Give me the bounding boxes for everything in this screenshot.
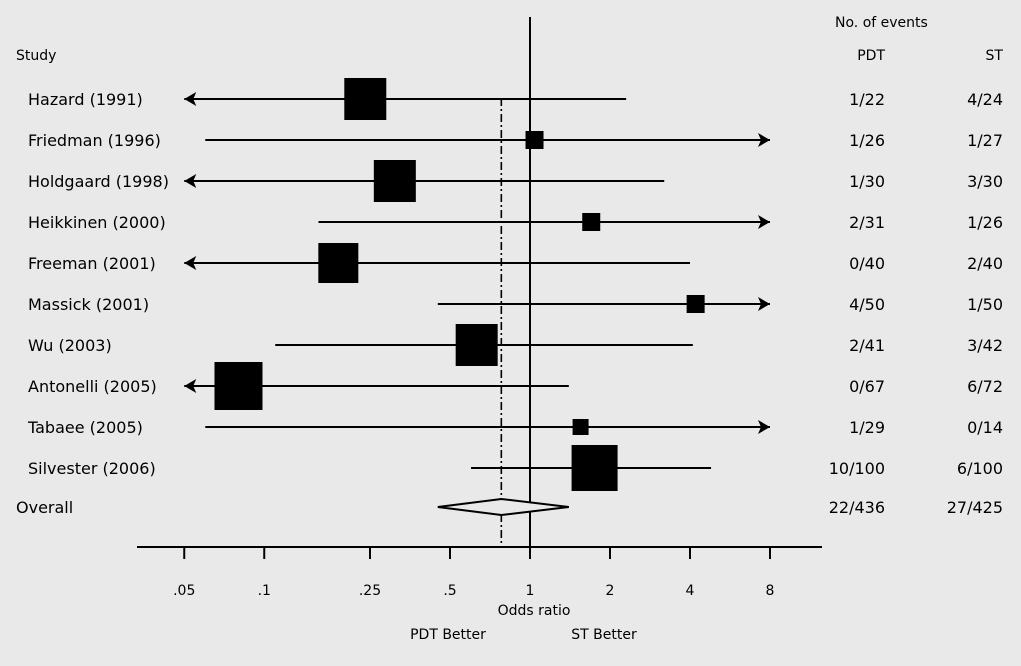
point-estimate bbox=[571, 445, 618, 491]
x-axis: .05 .1 .25 .5 1 2 4 8 bbox=[137, 546, 822, 599]
pdt-events: 4/50 bbox=[849, 295, 885, 314]
study-name: Holdgaard (1998) bbox=[28, 172, 169, 191]
study-name: Friedman (1996) bbox=[28, 131, 161, 150]
study-row: Silvester (2006) 10/100 6/100 bbox=[28, 445, 1003, 491]
x-tick-label: .25 bbox=[359, 583, 381, 599]
st-column-header: ST bbox=[986, 48, 1004, 64]
study-name: Wu (2003) bbox=[28, 336, 112, 355]
ci-right-arrow bbox=[758, 297, 770, 311]
pdt-events: 1/30 bbox=[849, 172, 885, 191]
overall-st-events: 27/425 bbox=[947, 498, 1003, 517]
point-estimate bbox=[572, 419, 589, 435]
ci-left-arrow bbox=[184, 92, 197, 106]
ci-left-arrow bbox=[184, 256, 197, 270]
point-estimate bbox=[318, 243, 359, 283]
study-row: Hazard (1991) 1/22 4/24 bbox=[28, 78, 1003, 120]
st-events: 2/40 bbox=[967, 254, 1003, 273]
x-tick-label: 8 bbox=[766, 583, 775, 599]
point-estimate bbox=[214, 362, 263, 410]
ci-right-arrow bbox=[758, 215, 770, 229]
ci-right-arrow bbox=[758, 420, 770, 434]
st-events: 1/26 bbox=[967, 213, 1003, 232]
x-tick-label: .05 bbox=[173, 583, 195, 599]
plot-area bbox=[500, 17, 531, 546]
study-rows: Hazard (1991) 1/22 4/24 Friedman (1996) 1/26… bbox=[16, 78, 1003, 517]
study-row: Holdgaard (1998) 1/30 3/30 bbox=[28, 160, 1003, 202]
overall-row: Overall 22/436 27/425 bbox=[16, 497, 1003, 517]
pdt-column-header: PDT bbox=[857, 48, 885, 64]
pdt-events: 1/22 bbox=[849, 90, 885, 109]
ci-left-arrow bbox=[184, 379, 197, 393]
study-name: Antonelli (2005) bbox=[28, 377, 157, 396]
point-estimate bbox=[686, 295, 705, 313]
overall-diamond bbox=[437, 497, 569, 517]
st-events: 1/50 bbox=[967, 295, 1003, 314]
point-estimate bbox=[582, 213, 601, 231]
overall-label: Overall bbox=[16, 498, 73, 517]
ci-right-arrow bbox=[758, 133, 770, 147]
pdt-events: 0/67 bbox=[849, 377, 885, 396]
st-events: 1/27 bbox=[967, 131, 1003, 150]
st-events: 6/72 bbox=[967, 377, 1003, 396]
x-tick-label: 2 bbox=[606, 583, 615, 599]
ci-left-arrow bbox=[184, 174, 197, 188]
study-row: Massick (2001) 4/50 1/50 bbox=[28, 295, 1003, 314]
x-tick-label: 4 bbox=[686, 583, 695, 599]
pdt-events: 10/100 bbox=[829, 459, 885, 478]
st-events: 6/100 bbox=[957, 459, 1003, 478]
st-events: 0/14 bbox=[967, 418, 1003, 437]
pdt-events: 2/31 bbox=[849, 213, 885, 232]
pdt-events: 2/41 bbox=[849, 336, 885, 355]
study-name: Tabaee (2005) bbox=[27, 418, 143, 437]
pdt-better-label: PDT Better bbox=[410, 627, 486, 643]
pdt-events: 1/29 bbox=[849, 418, 885, 437]
study-name: Heikkinen (2000) bbox=[28, 213, 166, 232]
study-row: Friedman (1996) 1/26 1/27 bbox=[28, 131, 1003, 150]
study-header: Study bbox=[16, 48, 56, 64]
study-row: Antonelli (2005) 0/67 6/72 bbox=[28, 362, 1003, 410]
overall-pdt-events: 22/436 bbox=[829, 498, 885, 517]
x-tick-label: .5 bbox=[443, 583, 456, 599]
point-estimate bbox=[344, 78, 387, 120]
x-tick-label: .1 bbox=[258, 583, 271, 599]
st-events: 3/42 bbox=[967, 336, 1003, 355]
point-estimate bbox=[525, 131, 544, 149]
study-row: Heikkinen (2000) 2/31 1/26 bbox=[28, 213, 1003, 232]
point-estimate bbox=[455, 324, 498, 366]
events-header: No. of events bbox=[835, 15, 928, 31]
study-name: Freeman (2001) bbox=[28, 254, 156, 273]
study-name: Silvester (2006) bbox=[28, 459, 156, 478]
study-name: Hazard (1991) bbox=[28, 90, 143, 109]
study-row: Wu (2003) 2/41 3/42 bbox=[28, 324, 1003, 366]
x-tick-label: 1 bbox=[526, 583, 535, 599]
pdt-events: 0/40 bbox=[849, 254, 885, 273]
st-better-label: ST Better bbox=[571, 627, 637, 643]
x-axis-title: Odds ratio bbox=[498, 603, 571, 619]
st-events: 4/24 bbox=[967, 90, 1003, 109]
pdt-events: 1/26 bbox=[849, 131, 885, 150]
point-estimate bbox=[373, 160, 416, 202]
st-events: 3/30 bbox=[967, 172, 1003, 191]
study-row: Freeman (2001) 0/40 2/40 bbox=[28, 243, 1003, 283]
study-name: Massick (2001) bbox=[28, 295, 149, 314]
study-row: Tabaee (2005) 1/29 0/14 bbox=[27, 418, 1003, 437]
